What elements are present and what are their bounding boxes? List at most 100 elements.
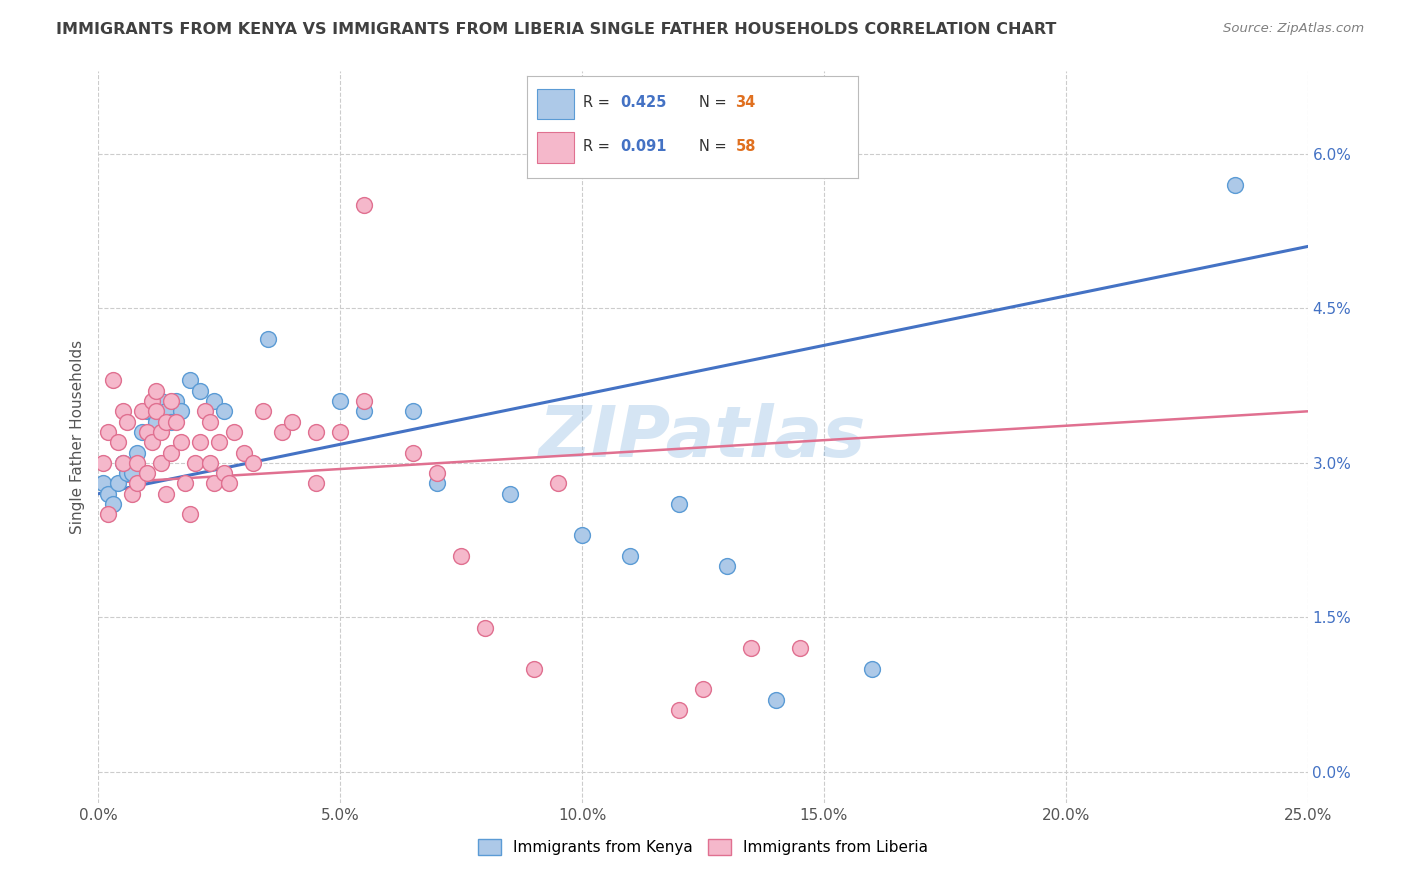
Point xyxy=(194,404,217,418)
Point xyxy=(141,404,163,418)
Point xyxy=(232,445,254,459)
Point xyxy=(523,662,546,676)
Point xyxy=(184,456,207,470)
Point xyxy=(716,558,738,573)
Point xyxy=(179,508,201,522)
Point xyxy=(765,693,787,707)
Point xyxy=(498,487,520,501)
Point xyxy=(160,415,183,429)
Point xyxy=(169,435,191,450)
Point xyxy=(101,497,124,511)
Point xyxy=(97,425,120,439)
Point xyxy=(117,466,139,480)
Point xyxy=(155,415,177,429)
Point xyxy=(218,476,240,491)
Point xyxy=(198,415,221,429)
Point xyxy=(179,373,201,387)
Point xyxy=(204,394,226,409)
Point xyxy=(97,487,120,501)
Point xyxy=(141,394,163,409)
Point xyxy=(174,476,197,491)
Point xyxy=(353,394,375,409)
Point xyxy=(204,476,226,491)
Text: 34: 34 xyxy=(735,95,755,111)
Point xyxy=(860,662,883,676)
Text: R =: R = xyxy=(583,95,614,111)
Point xyxy=(150,456,173,470)
Point xyxy=(165,394,187,409)
Text: N =: N = xyxy=(699,139,731,153)
Point xyxy=(101,373,124,387)
Point xyxy=(329,425,352,439)
Point xyxy=(150,394,173,409)
Point xyxy=(402,404,425,418)
Point xyxy=(145,384,167,398)
Point xyxy=(212,466,235,480)
Point xyxy=(252,404,274,418)
Text: ZIPatlas: ZIPatlas xyxy=(540,402,866,472)
Point xyxy=(198,456,221,470)
Point xyxy=(127,476,149,491)
Point xyxy=(208,435,231,450)
Y-axis label: Single Father Households: Single Father Households xyxy=(69,340,84,534)
Text: Source: ZipAtlas.com: Source: ZipAtlas.com xyxy=(1223,22,1364,36)
Point xyxy=(111,456,134,470)
Point xyxy=(135,466,157,480)
Text: 0.091: 0.091 xyxy=(620,139,666,153)
Point xyxy=(131,404,153,418)
Point xyxy=(127,456,149,470)
Point xyxy=(165,415,187,429)
Point xyxy=(135,425,157,439)
Point xyxy=(121,466,143,480)
Point xyxy=(353,404,375,418)
Point xyxy=(271,425,294,439)
Point xyxy=(97,508,120,522)
Point xyxy=(426,466,449,480)
Point xyxy=(402,445,425,459)
Point xyxy=(111,456,134,470)
Bar xyxy=(537,132,574,163)
Point xyxy=(169,404,191,418)
Point xyxy=(353,198,375,212)
Point xyxy=(740,641,762,656)
Point xyxy=(145,415,167,429)
Point xyxy=(160,445,183,459)
Point xyxy=(141,435,163,450)
Point xyxy=(117,415,139,429)
Point xyxy=(305,425,328,439)
Point xyxy=(450,549,472,563)
Point xyxy=(91,476,114,491)
Point xyxy=(111,404,134,418)
Point xyxy=(329,394,352,409)
Bar xyxy=(537,88,574,120)
Point xyxy=(160,394,183,409)
Point xyxy=(155,404,177,418)
Point xyxy=(242,456,264,470)
Point xyxy=(426,476,449,491)
Point xyxy=(1223,178,1246,192)
Point xyxy=(222,425,245,439)
Text: 58: 58 xyxy=(735,139,756,153)
Point xyxy=(107,435,129,450)
Point xyxy=(305,476,328,491)
Point xyxy=(188,384,211,398)
Point xyxy=(474,621,496,635)
Point xyxy=(212,404,235,418)
Text: R =: R = xyxy=(583,139,614,153)
Legend: Immigrants from Kenya, Immigrants from Liberia: Immigrants from Kenya, Immigrants from L… xyxy=(472,833,934,861)
Point xyxy=(107,476,129,491)
Point xyxy=(789,641,811,656)
Point xyxy=(150,425,173,439)
Point xyxy=(692,682,714,697)
Point xyxy=(135,404,157,418)
Point xyxy=(121,487,143,501)
Text: N =: N = xyxy=(699,95,731,111)
Point xyxy=(91,456,114,470)
Text: IMMIGRANTS FROM KENYA VS IMMIGRANTS FROM LIBERIA SINGLE FATHER HOUSEHOLDS CORREL: IMMIGRANTS FROM KENYA VS IMMIGRANTS FROM… xyxy=(56,22,1057,37)
Point xyxy=(668,703,690,717)
Point xyxy=(145,404,167,418)
Point xyxy=(155,487,177,501)
Point xyxy=(188,435,211,450)
Point xyxy=(571,528,593,542)
Point xyxy=(547,476,569,491)
